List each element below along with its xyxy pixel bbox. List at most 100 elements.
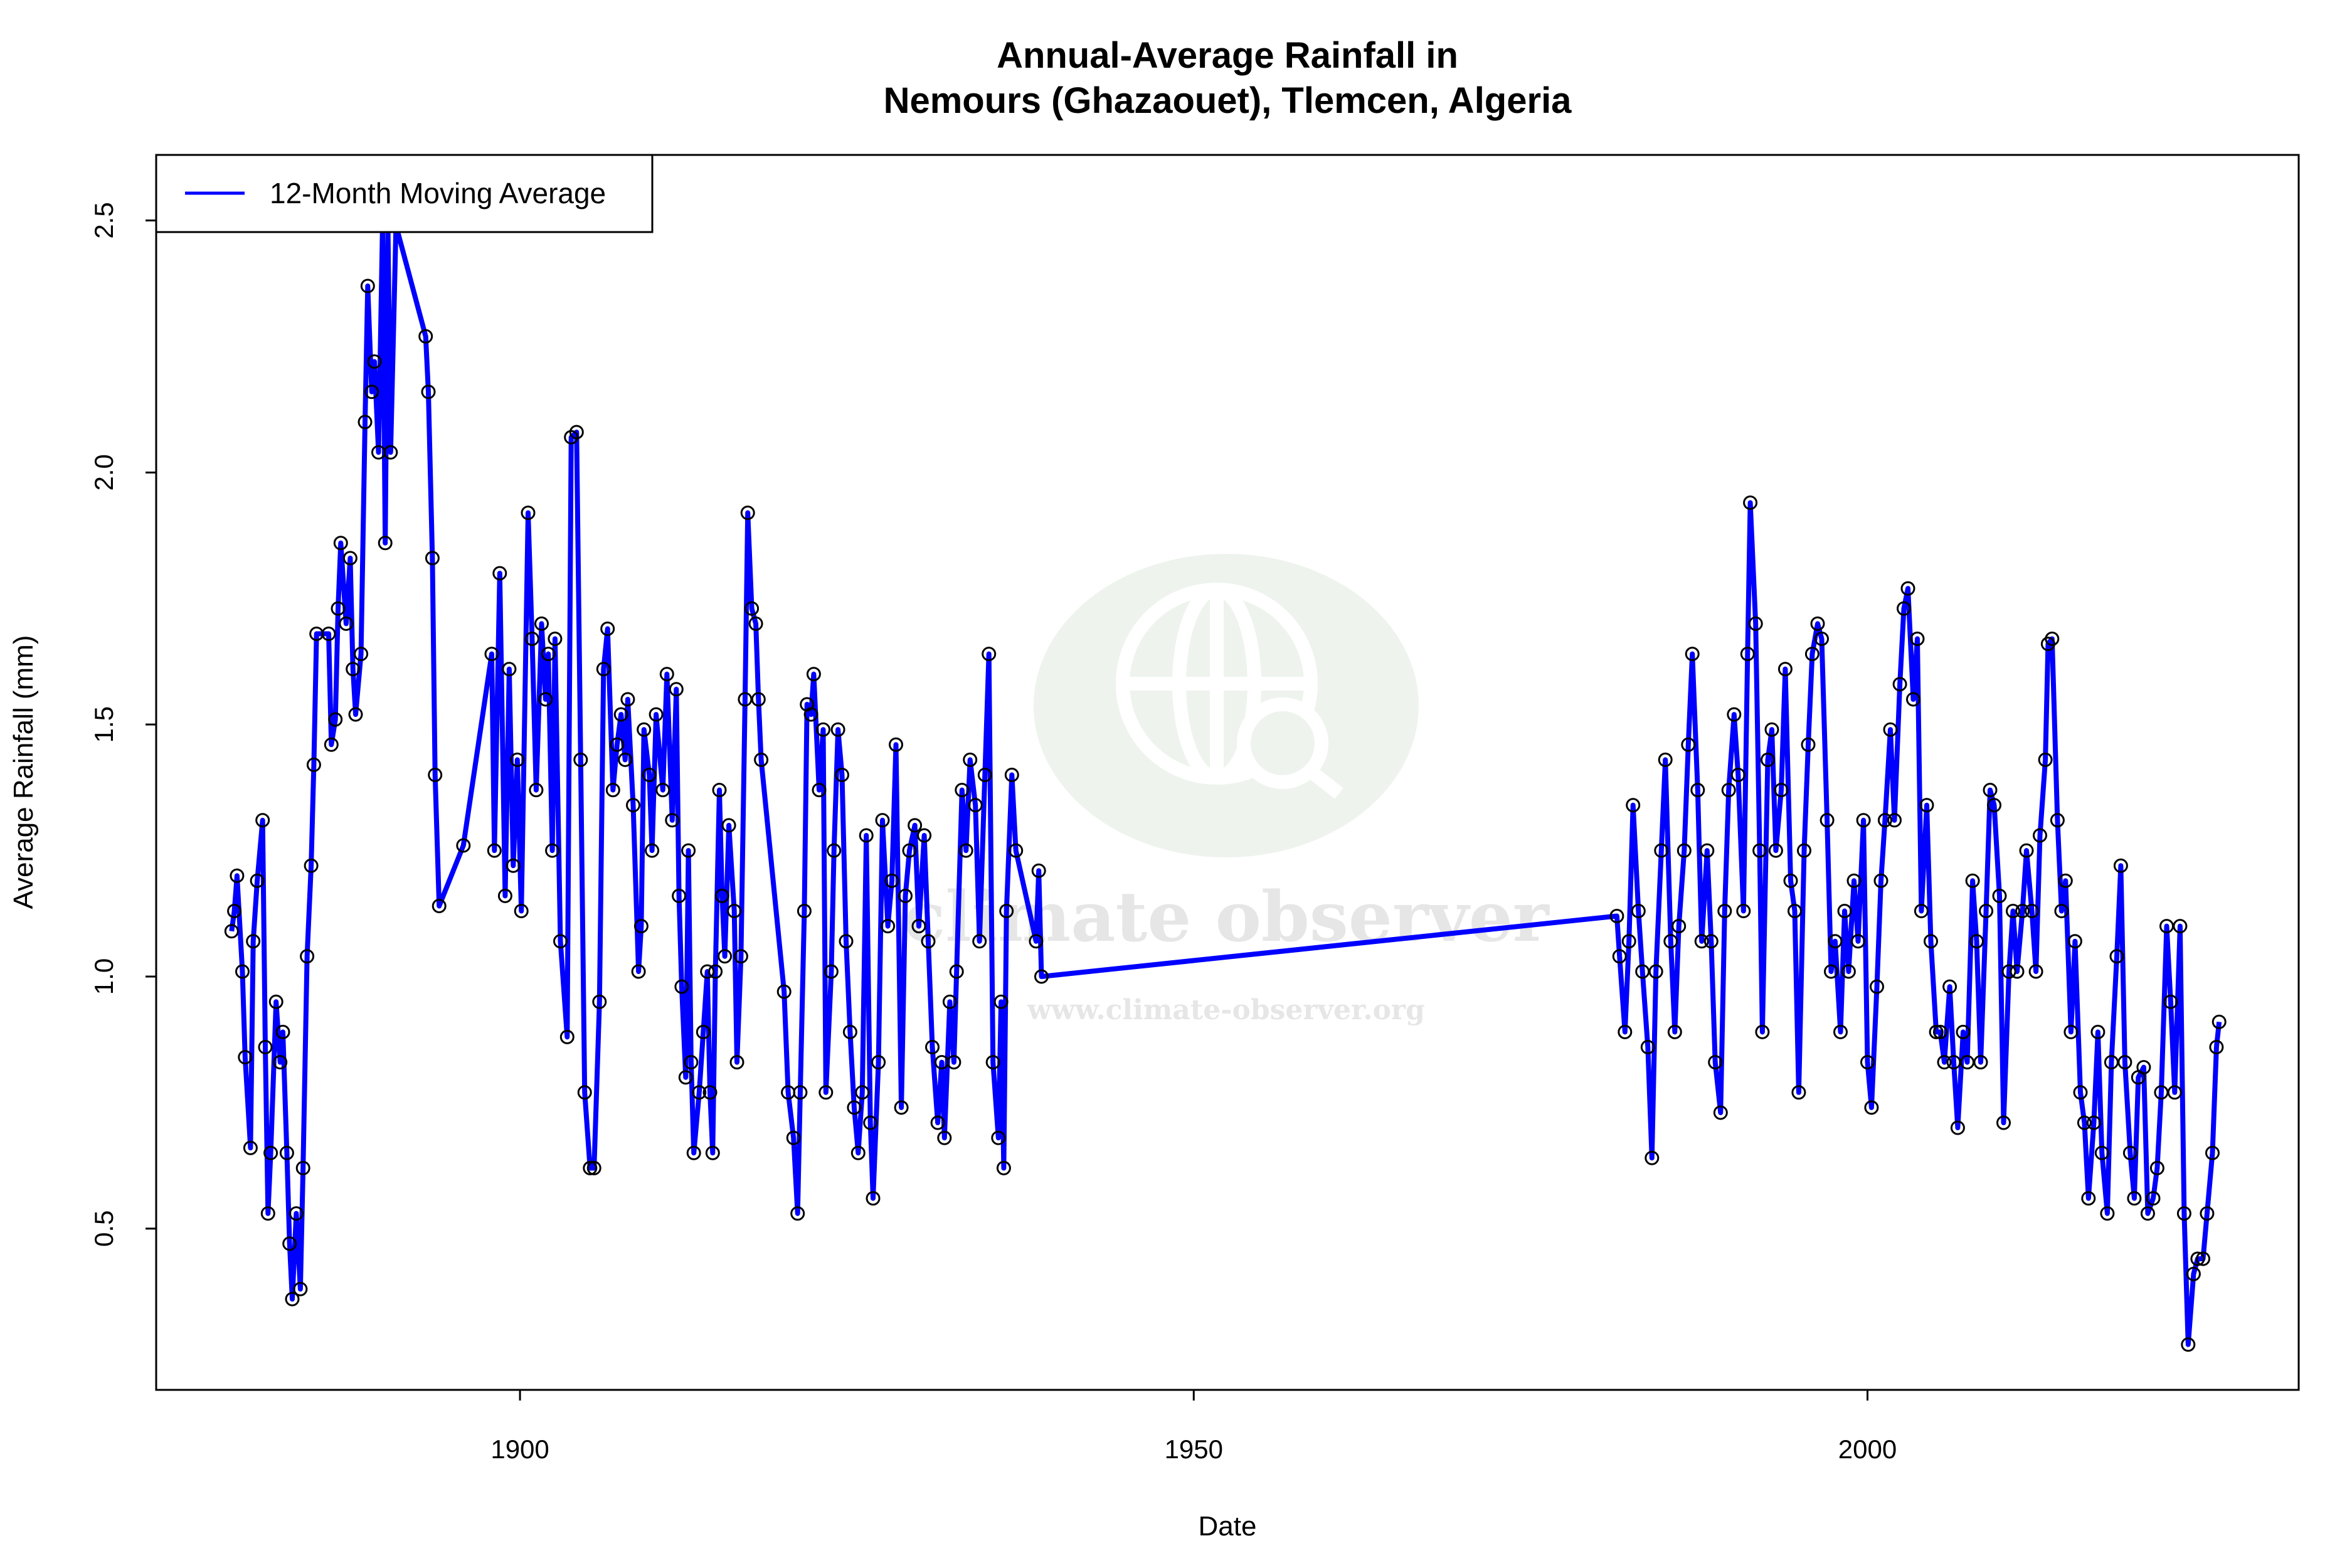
data-point — [705, 1145, 720, 1160]
data-point — [2109, 949, 2124, 964]
data-point — [733, 949, 748, 964]
data-point — [1768, 843, 1783, 858]
data-point — [333, 536, 348, 551]
data-point — [790, 1206, 805, 1221]
data-point — [925, 1040, 940, 1054]
data-point — [674, 979, 689, 994]
data-point — [2186, 1266, 2201, 1281]
data-point — [230, 868, 245, 883]
data-point — [1730, 768, 1745, 782]
data-point — [1764, 722, 1779, 737]
data-point — [592, 994, 607, 1009]
data-point — [1681, 737, 1696, 752]
data-point — [633, 919, 649, 934]
data-point — [1900, 581, 1915, 596]
data-point — [545, 843, 560, 858]
data-point — [2033, 828, 2047, 843]
data-point — [1694, 934, 1709, 949]
data-point — [1937, 1055, 1952, 1070]
data-point — [596, 662, 611, 677]
data-point — [748, 616, 763, 631]
data-point — [812, 783, 827, 798]
data-point — [1031, 863, 1046, 878]
data-point — [797, 904, 812, 918]
data-point — [714, 888, 729, 903]
data-point — [250, 873, 265, 888]
data-point — [1810, 616, 1825, 631]
data-point — [2028, 964, 2043, 979]
data-point — [665, 813, 680, 828]
data-point — [1740, 647, 1755, 662]
data-point — [324, 737, 339, 752]
data-point — [497, 888, 512, 903]
data-point — [793, 1085, 808, 1100]
data-point — [700, 964, 715, 979]
data-point — [534, 616, 549, 631]
data-point — [626, 798, 640, 813]
data-point — [1933, 1024, 1947, 1039]
data-point — [1761, 752, 1775, 767]
data-point — [908, 818, 923, 833]
data-point — [514, 904, 529, 918]
data-point — [672, 888, 687, 903]
data-point — [1671, 919, 1687, 934]
data-point — [871, 1055, 886, 1070]
data-point — [306, 757, 321, 772]
data-point — [1009, 843, 1024, 858]
data-point — [2212, 1014, 2227, 1029]
chart-title: Annual-Average Rainfall in — [997, 35, 1458, 76]
data-point — [279, 1145, 294, 1160]
data-point — [993, 994, 1009, 1009]
data-point — [942, 994, 957, 1009]
data-point — [367, 354, 382, 369]
data-point — [642, 768, 657, 782]
data-point — [803, 707, 818, 722]
data-point — [1748, 616, 1763, 631]
data-point — [1883, 722, 1898, 737]
data-point — [569, 425, 584, 440]
data-point — [348, 707, 363, 722]
data-point — [655, 783, 670, 798]
watermark-url: www.climate-observer.org — [1027, 994, 1425, 1026]
data-point — [339, 616, 354, 631]
data-point — [506, 858, 521, 873]
data-point — [824, 964, 839, 979]
data-point — [1774, 783, 1789, 798]
data-point — [1873, 873, 1888, 888]
data-point — [529, 783, 544, 798]
data-point — [2176, 1206, 2191, 1221]
data-point — [502, 662, 517, 677]
data-point — [1983, 783, 1998, 798]
data-point — [321, 627, 336, 641]
data-point — [1797, 843, 1811, 858]
data-point — [620, 692, 635, 707]
data-point — [2015, 904, 2030, 918]
data-point — [1736, 904, 1751, 918]
data-point — [1965, 873, 1980, 888]
y-tick-label: 1.0 — [89, 958, 119, 995]
data-point — [894, 1100, 909, 1115]
data-point — [1996, 1115, 2011, 1130]
data-point — [260, 1206, 275, 1221]
data-point — [1612, 949, 1627, 964]
data-point — [2167, 1085, 2182, 1100]
data-point — [548, 632, 563, 646]
data-point — [255, 813, 270, 828]
data-point — [1814, 632, 1829, 646]
data-point — [2054, 904, 2069, 918]
data-point — [227, 904, 242, 918]
data-point — [678, 1070, 693, 1085]
data-point — [541, 647, 556, 662]
data-point — [613, 707, 628, 722]
data-point — [958, 843, 973, 858]
data-point — [2045, 632, 2060, 646]
data-point — [1924, 934, 1938, 949]
data-point — [2090, 1024, 2106, 1039]
data-point — [1631, 904, 1646, 918]
data-point — [358, 415, 373, 430]
data-point — [1942, 979, 1957, 994]
data-point — [1992, 888, 2007, 903]
data-point — [1801, 737, 1816, 752]
data-point — [684, 1055, 699, 1070]
data-point — [1609, 909, 1624, 923]
